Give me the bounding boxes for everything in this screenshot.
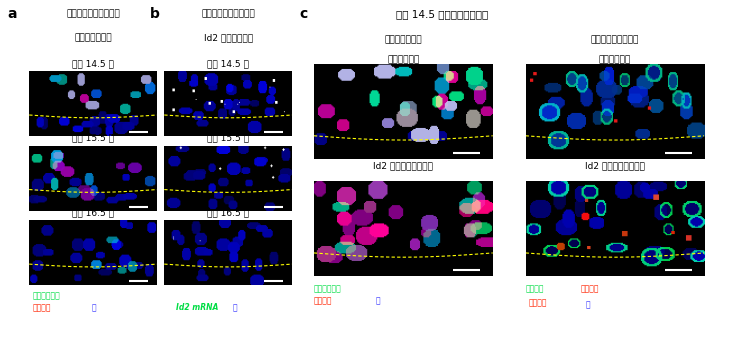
- Text: 増殖中の細胞: 増殖中の細胞: [314, 284, 342, 293]
- Text: 胎生 14.5 日: 胎生 14.5 日: [207, 59, 249, 68]
- Text: Id2 遺伝子欠損マウス: Id2 遺伝子欠損マウス: [585, 162, 645, 170]
- Text: 胎生 15.5 日: 胎生 15.5 日: [207, 134, 249, 143]
- Text: 胎生 14.5 日の気管上皮細胞: 胎生 14.5 日の気管上皮細胞: [396, 9, 488, 19]
- Text: 基底細胞: 基底細胞: [314, 296, 332, 305]
- Text: 胎生 16.5 日: 胎生 16.5 日: [72, 208, 114, 217]
- Text: 核: 核: [232, 304, 237, 313]
- Text: 野生型マウス: 野生型マウス: [387, 55, 420, 64]
- Text: 細胞分化状態の比較: 細胞分化状態の比較: [591, 36, 639, 44]
- Text: 分泌細胞: 分泌細胞: [580, 284, 599, 293]
- Text: 基底細胞: 基底細胞: [526, 284, 544, 293]
- Text: Id2 遺伝子欠損マウス: Id2 遺伝子欠損マウス: [373, 162, 434, 170]
- Text: 増殖中の細胞: 増殖中の細胞: [33, 291, 61, 300]
- Text: 核: 核: [376, 296, 380, 305]
- Text: 細胞増殖の減少: 細胞増殖の減少: [74, 34, 112, 43]
- Text: 基底細胞: 基底細胞: [529, 298, 547, 307]
- Text: a: a: [7, 7, 17, 21]
- Text: 胎児気管上皮における: 胎児気管上皮における: [66, 9, 120, 18]
- Text: 野生型マウス: 野生型マウス: [599, 55, 631, 64]
- Text: 核: 核: [585, 301, 590, 310]
- Text: 胎児気管上皮における: 胎児気管上皮における: [201, 9, 255, 18]
- Text: 胎生 15.5 日: 胎生 15.5 日: [72, 134, 114, 143]
- Text: 胎生 14.5 日: 胎生 14.5 日: [72, 59, 114, 68]
- Text: 核: 核: [91, 304, 96, 312]
- Text: 増殖状態の比較: 増殖状態の比較: [385, 36, 422, 44]
- Text: 基底細胞: 基底細胞: [33, 304, 51, 312]
- Text: 胎生 16.5 日: 胎生 16.5 日: [207, 208, 249, 217]
- Text: Id2 遺伝子の低下: Id2 遺伝子の低下: [204, 34, 253, 43]
- Text: c: c: [299, 7, 307, 21]
- Text: Id2 mRNA: Id2 mRNA: [176, 302, 218, 312]
- Text: b: b: [150, 7, 160, 21]
